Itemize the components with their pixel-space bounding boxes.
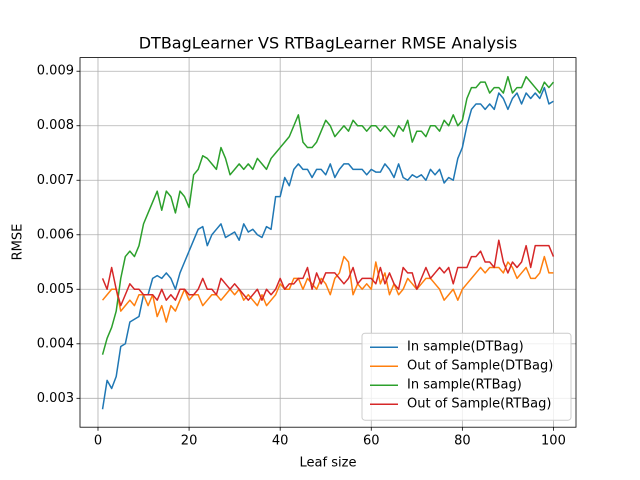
- y-tick-label: 0.007: [37, 173, 74, 188]
- axes-frame: [79, 57, 577, 428]
- x-axis-label: Leaf size: [300, 456, 357, 471]
- legend-label: Out of Sample(RTBag): [407, 397, 551, 412]
- legend-label: In sample(DTBag): [407, 340, 524, 355]
- series-line: [101, 255, 554, 323]
- y-tick-label: 0.003: [37, 391, 74, 406]
- y-tick-label: 0.005: [37, 282, 74, 297]
- y-axis-label: RMSE: [11, 224, 26, 261]
- series-line: [101, 239, 555, 307]
- y-tick-label: 0.008: [37, 118, 74, 133]
- series-line: [101, 86, 554, 410]
- legend-label: In sample(RTBag): [407, 378, 522, 393]
- x-tick-label: 40: [272, 434, 289, 449]
- x-tick-label: 0: [94, 434, 102, 449]
- y-tick-label: 0.006: [37, 227, 74, 242]
- y-tick-label: 0.009: [37, 64, 74, 79]
- x-tick-label: 100: [541, 434, 566, 449]
- legend-box: [361, 332, 572, 421]
- x-tick-label: 20: [181, 434, 198, 449]
- legend-label: Out of Sample(DTBag): [407, 359, 553, 374]
- series-line: [101, 75, 555, 355]
- y-tick-label: 0.004: [37, 336, 74, 351]
- x-tick-label: 80: [454, 434, 471, 449]
- chart-title: DTBagLearner VS RTBagLearner RMSE Analys…: [139, 34, 518, 53]
- x-tick-label: 60: [363, 434, 380, 449]
